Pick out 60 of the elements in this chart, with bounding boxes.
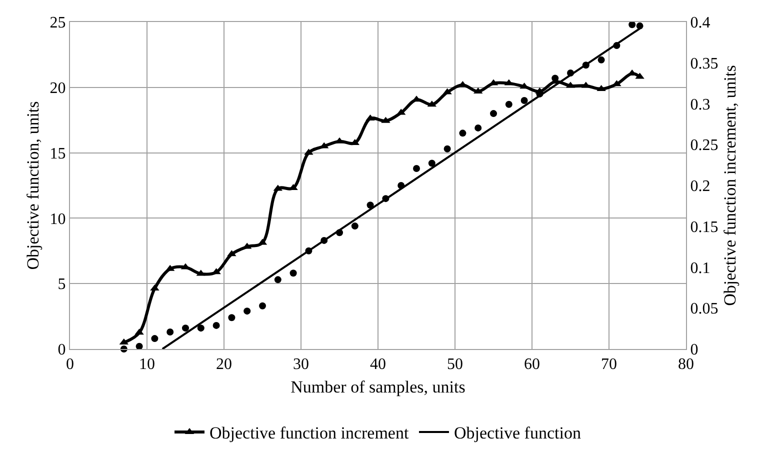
point (290, 270, 297, 277)
x-tick-label: 70 (601, 356, 617, 374)
y2-tick-label: 0.05 (690, 300, 718, 318)
y2-tick-label: 0.35 (690, 55, 718, 72)
y2-tick-label: 0.2 (690, 178, 710, 196)
y-tick-label: 5 (58, 276, 66, 294)
point (305, 247, 312, 254)
y2-tick-label: 0.3 (690, 96, 710, 114)
point (444, 145, 451, 152)
point (636, 22, 644, 30)
legend-label: Objective function (454, 424, 582, 443)
y2-tick-label: 0.1 (690, 260, 710, 277)
point (366, 202, 374, 209)
point (505, 100, 512, 108)
y-tick-label: 15 (50, 145, 66, 162)
point (474, 124, 482, 132)
point (567, 70, 574, 77)
point (320, 236, 328, 244)
point (336, 229, 343, 236)
point (197, 324, 204, 332)
point (490, 110, 497, 118)
y2-tick-label: 0.25 (690, 137, 718, 154)
point (613, 42, 620, 50)
x-axis-title: Number of samples, units (290, 378, 466, 397)
point (598, 56, 605, 64)
point (413, 165, 420, 172)
y-tick-label: 0 (58, 342, 66, 359)
point (182, 324, 189, 332)
point (151, 335, 158, 342)
x-tick-label: 30 (293, 356, 309, 374)
x-tick-label: 20 (216, 356, 232, 374)
y2-tick-label: 0.4 (690, 14, 710, 32)
point (351, 222, 358, 230)
point (274, 276, 282, 284)
point (459, 130, 466, 137)
x-tick-label: 80 (678, 356, 694, 374)
y2-axis-title: Objective function increment, units (720, 65, 740, 306)
point (212, 322, 220, 329)
point (398, 182, 405, 189)
y2-tick-label: 0 (690, 342, 698, 359)
y-tick-label: 20 (50, 80, 66, 97)
point (136, 342, 143, 350)
point (382, 195, 390, 202)
point (628, 21, 636, 28)
x-tick-label: 50 (447, 356, 463, 374)
x-tick-label: 60 (524, 356, 540, 374)
point (428, 160, 436, 167)
x-tick-label: 10 (139, 356, 155, 374)
point (520, 96, 528, 104)
point (259, 302, 266, 310)
legend-label: Objective function increment (210, 424, 409, 443)
point (228, 314, 236, 322)
point (244, 308, 251, 315)
point (166, 328, 174, 336)
x-tick-label: 40 (370, 356, 386, 374)
y2-tick-label: 0.15 (690, 218, 718, 236)
y-tick-label: 25 (50, 14, 66, 32)
y-tick-label: 10 (50, 210, 66, 228)
point (582, 62, 590, 69)
y-axis-title: Objective function, units (23, 101, 42, 270)
